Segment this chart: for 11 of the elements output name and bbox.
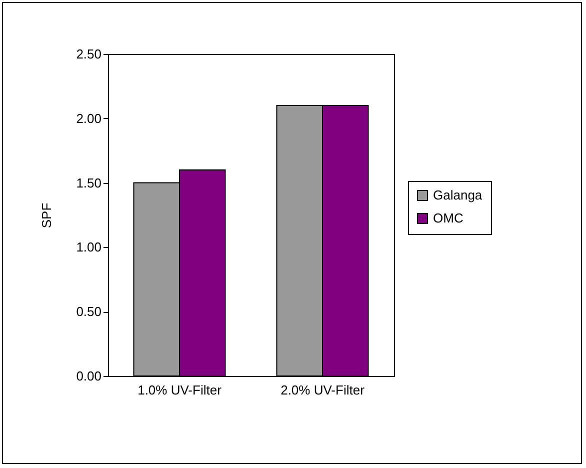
x-tick-label: 1.0% UV-Filter [138,382,222,398]
legend-label: OMC [433,210,464,226]
y-tick-label: 0.50 [76,304,102,320]
y-tick-label: 1.50 [76,175,102,190]
x-tick-label: 2.0% UV-Filter [280,382,366,398]
y-tick-label: 2.00 [76,110,102,126]
y-tick-label: 0.00 [76,368,102,384]
legend-label: Galanga [433,188,483,202]
y-tick-label: 2.50 [76,46,102,62]
y-tick-label: 1.00 [76,240,102,255]
y-axis-title: SPF [39,202,54,228]
